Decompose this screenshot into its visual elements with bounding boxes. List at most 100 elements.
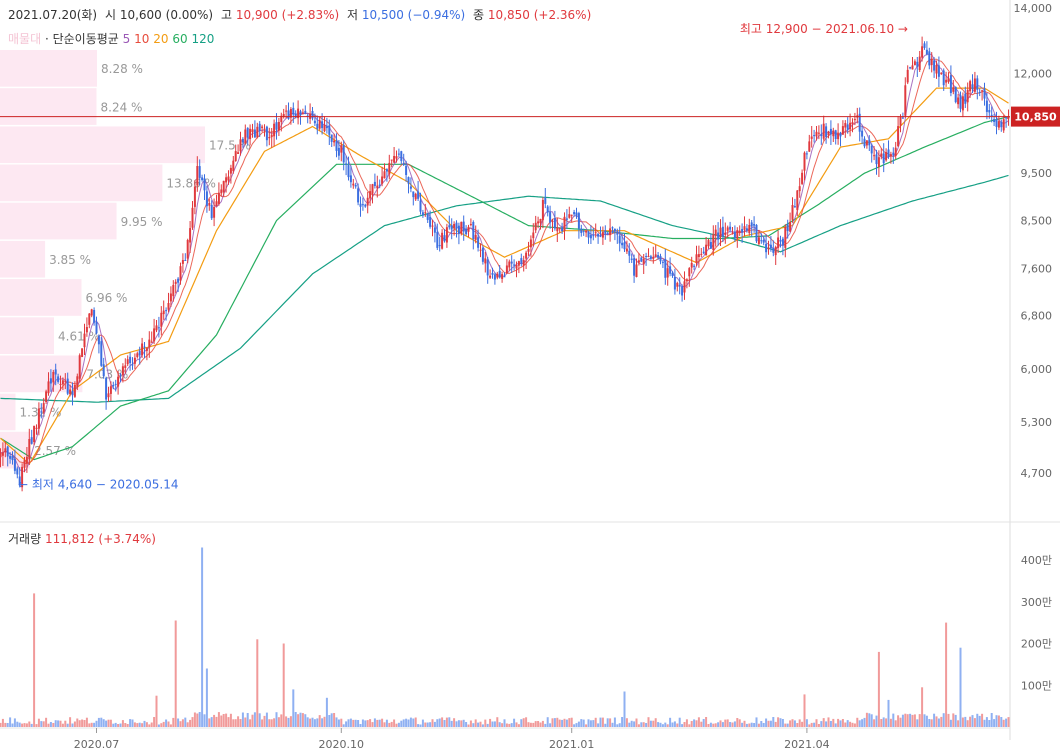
volume-bar: [712, 723, 715, 727]
ma-period-5[interactable]: 5: [122, 32, 131, 46]
candle-down: [582, 230, 585, 232]
volume-bar: [33, 593, 36, 727]
volume-bar: [469, 720, 472, 727]
volume-bar: [436, 719, 439, 727]
volume-bar: [829, 721, 832, 727]
volume-bar: [697, 717, 700, 727]
candle-up: [352, 183, 355, 186]
candle-up: [952, 87, 955, 92]
volume-tick-label: 400만: [1021, 554, 1052, 567]
volume-bar: [23, 723, 26, 727]
candle-up: [169, 293, 172, 302]
volume-bar: [897, 715, 900, 727]
volume-bar: [755, 717, 758, 727]
price-tick-label: 9,500: [1021, 167, 1053, 180]
volume-bar: [870, 714, 873, 727]
volume-bar: [856, 717, 859, 727]
volume-bar: [621, 717, 624, 727]
volume-bar: [561, 719, 564, 727]
volume-bar: [885, 718, 888, 727]
volume-bar: [9, 717, 12, 727]
candle-up: [244, 129, 247, 144]
volume-bar: [774, 721, 777, 727]
volume-bar: [25, 723, 28, 727]
candle-down: [407, 177, 410, 184]
candle-up: [981, 90, 984, 92]
volume-bar: [40, 721, 43, 727]
volume-bar: [861, 719, 864, 727]
candle-up: [390, 159, 393, 161]
candle-up: [124, 365, 127, 368]
volume-bar: [400, 720, 403, 727]
volume-bar: [294, 712, 297, 727]
candle-down: [373, 181, 376, 186]
volume-bar: [198, 712, 201, 727]
candle-down: [604, 230, 607, 234]
candle-up: [736, 230, 739, 239]
ma-period-10[interactable]: 10: [134, 32, 150, 46]
candle-up: [635, 264, 638, 277]
volume-bar: [659, 722, 662, 727]
candle-down: [287, 110, 290, 119]
candle-up: [33, 425, 36, 442]
candle-down: [868, 139, 871, 146]
volume-bar: [882, 717, 885, 727]
candle-down: [990, 114, 993, 117]
candle-down: [402, 163, 405, 165]
volume-bar: [1005, 718, 1008, 727]
volume-bar: [546, 717, 549, 727]
volume-bar: [940, 716, 943, 727]
candle-down: [649, 256, 652, 259]
volume-bar: [172, 717, 175, 727]
volume-bar: [460, 720, 463, 727]
volume-bar: [239, 719, 242, 727]
candle-up: [601, 232, 604, 238]
candle-down: [513, 264, 516, 266]
candle-down: [354, 185, 357, 187]
candle-down: [165, 310, 168, 312]
volume-bar: [745, 723, 748, 727]
volume-bar: [973, 718, 976, 727]
volume-bar: [277, 717, 280, 727]
volume-profile-label: 9.95 %: [121, 215, 163, 229]
candle-down: [621, 242, 624, 246]
ma-period-120[interactable]: 120: [191, 32, 215, 46]
volume-bar: [253, 712, 256, 727]
volume-bar: [263, 715, 266, 727]
candle-up: [997, 121, 1000, 128]
volume-bar: [49, 722, 52, 727]
candle-down: [316, 123, 319, 129]
volume-bar: [373, 718, 376, 727]
volume-bar: [693, 719, 696, 727]
candle-up: [0, 452, 2, 458]
candle-up: [383, 171, 386, 179]
volume-bar: [707, 724, 710, 727]
volume-bar: [923, 714, 926, 727]
candle-up: [558, 228, 561, 230]
candle-down: [976, 78, 979, 90]
ma-period-20[interactable]: 20: [153, 32, 169, 46]
candle-up: [167, 303, 170, 310]
volume-bar: [11, 723, 14, 727]
candle-up: [213, 207, 216, 218]
candle-up: [107, 393, 110, 398]
candle-down: [755, 224, 758, 242]
candle-up: [697, 254, 700, 257]
candle-up: [496, 273, 499, 278]
volume-bar: [539, 722, 542, 727]
candle-up: [707, 240, 710, 247]
volume-bar: [352, 719, 355, 727]
volume-bar: [503, 719, 506, 727]
volume-bar: [150, 722, 153, 727]
volume-bar: [690, 721, 693, 727]
volume-bar: [445, 717, 448, 727]
candle-up: [237, 152, 240, 154]
volume-bar: [484, 719, 487, 727]
candle-down: [820, 134, 823, 137]
volume-bar: [709, 722, 712, 727]
volume-bar: [985, 717, 988, 727]
candle-down: [882, 153, 885, 164]
ma-period-60[interactable]: 60: [172, 32, 188, 46]
candle-down: [129, 356, 132, 364]
